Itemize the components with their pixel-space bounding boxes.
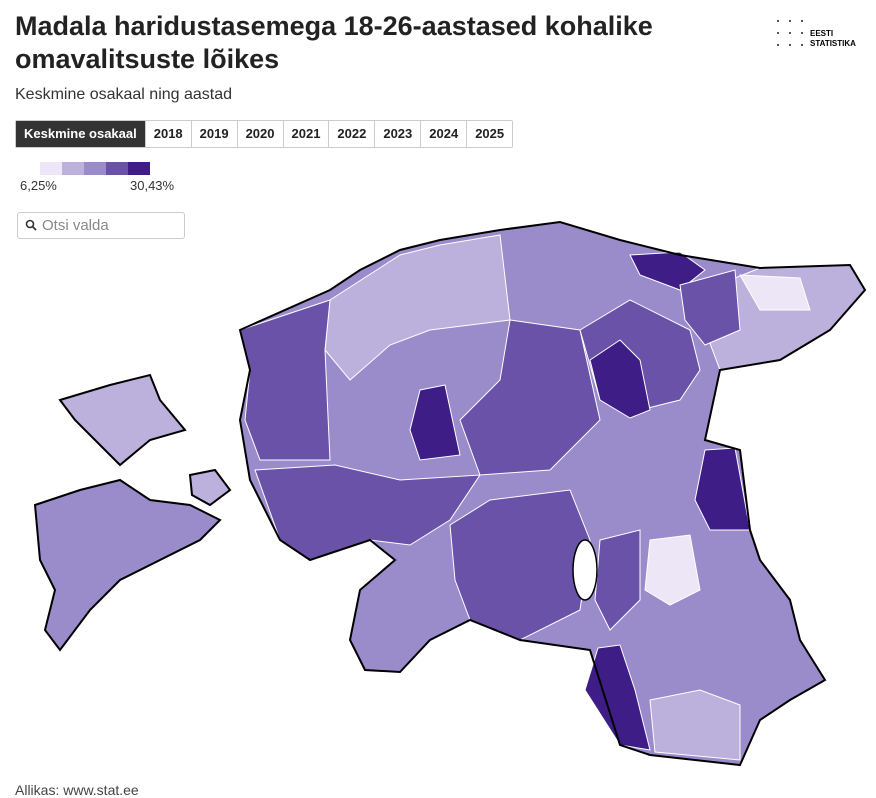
tab[interactable]: 2018 [146,121,192,147]
coastline [58,373,187,467]
region [59,374,186,466]
legend-swatch [40,162,62,175]
map [33,220,867,767]
coastline [238,220,867,767]
legend-swatch [62,162,84,175]
tabs: Keskmine osakaal 2018 2019 2020 2021 2022 2023… [15,120,514,148]
region [644,534,701,606]
tab[interactable]: Keskmine osakaal [16,121,146,147]
logo: EESTI STATISTIKA [777,20,856,48]
search-icon [25,219,37,231]
legend-swatch [84,162,106,175]
region [649,689,741,761]
tab[interactable]: 2024 [421,121,468,147]
region [589,339,651,419]
legend: 6,25% 30,43% [20,160,180,196]
legend-min: 6,25% [20,178,57,193]
tab[interactable]: 2022 [329,121,376,147]
region [694,447,751,531]
source: Allikas: www.stat.ee [15,782,139,798]
legend-swatch [128,162,150,175]
region [594,529,641,631]
region [189,469,231,506]
tab[interactable]: 2025 [475,126,505,141]
legend-swatch [106,162,128,175]
region [409,384,461,461]
region [584,644,651,751]
region [459,319,601,476]
search-placeholder: Otsi valda [42,217,109,234]
region [324,234,511,381]
logo-text: EESTI [810,29,833,38]
region [739,274,811,311]
search-box[interactable]: Otsi valda [17,212,185,239]
coastline [33,478,222,652]
coastline [188,468,232,507]
tab[interactable]: 2021 [284,121,330,147]
region [679,269,741,346]
tab[interactable]: 2023 [375,121,422,147]
region [449,489,591,641]
subtitle: Keskmine osakaal ning aastad [15,86,233,103]
legend-max: 30,43% [130,178,175,193]
logo-text: STATISTIKA [810,39,856,48]
lake [572,539,598,601]
title: Madala haridustasemega 18-26-aastased ko… [15,11,653,74]
tab[interactable]: 2019 [192,121,238,147]
tab[interactable]: 2020 [238,121,284,147]
